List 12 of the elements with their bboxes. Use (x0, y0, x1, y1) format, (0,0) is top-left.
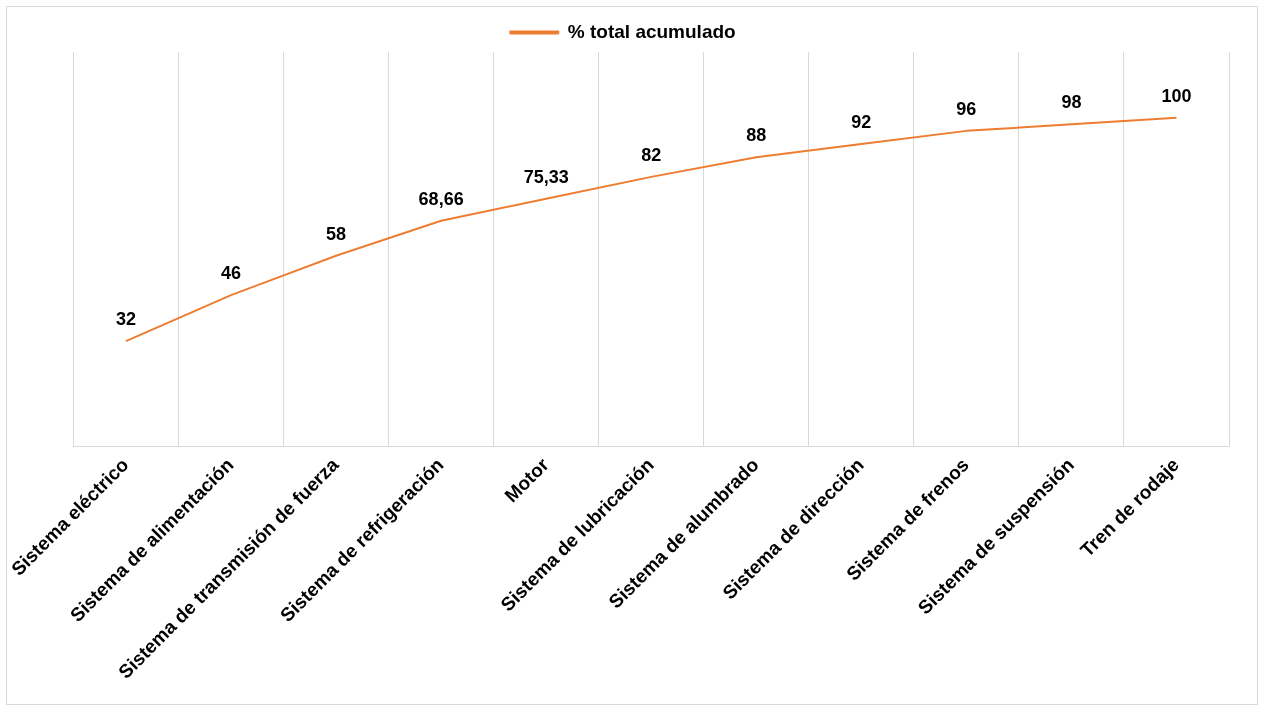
data-label: 32 (115, 309, 136, 330)
data-label: 96 (956, 98, 977, 119)
data-label: 88 (746, 125, 767, 146)
legend-label: % total acumulado (567, 20, 736, 42)
data-label: 68,66 (418, 188, 464, 209)
data-label: 82 (641, 144, 662, 165)
data-label: 75,33 (523, 166, 569, 187)
data-label: 98 (1061, 92, 1082, 113)
data-label: 100 (1161, 85, 1192, 106)
data-label: 46 (221, 263, 242, 284)
data-label: 92 (851, 111, 872, 132)
data-label: 58 (326, 223, 347, 244)
